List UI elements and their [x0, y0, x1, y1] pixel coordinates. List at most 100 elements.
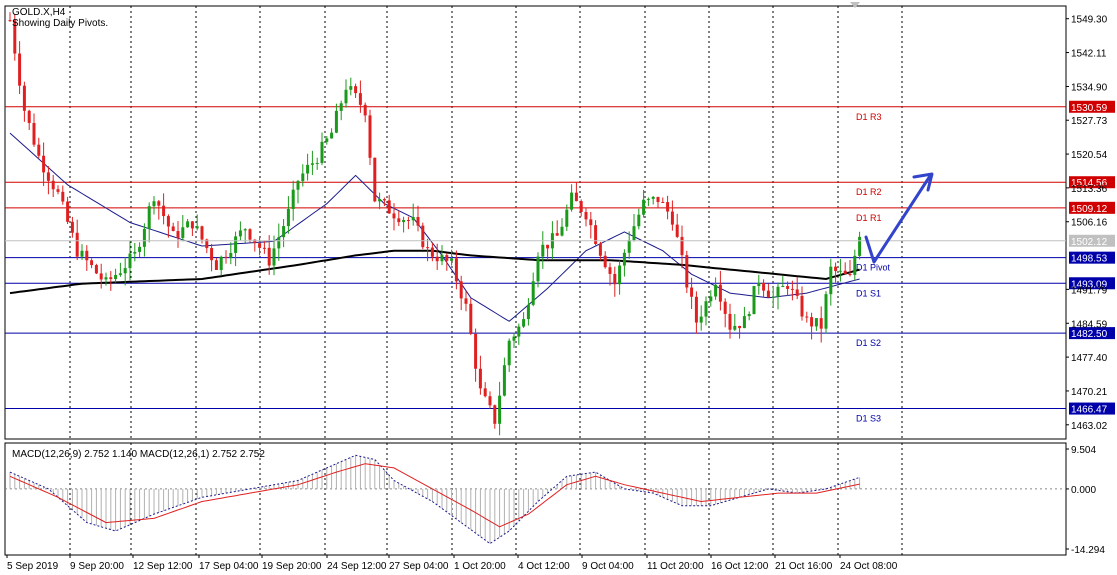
candle-body [90, 260, 94, 266]
candle-body [37, 144, 41, 156]
candle-body [262, 247, 266, 249]
candle-body [805, 316, 809, 318]
candle-body [339, 103, 343, 111]
candle-body [834, 266, 838, 272]
candle-body [373, 157, 377, 202]
candle-body [450, 258, 454, 261]
candle-body [622, 252, 626, 266]
candle-body [186, 221, 190, 228]
pivot-note: Showing Daily Pivots. [12, 18, 108, 29]
candle-body [661, 202, 665, 204]
current-price-label: 1502.12 [1071, 237, 1108, 248]
candle-body [109, 277, 113, 280]
candle-body [469, 303, 473, 334]
scroll-marker-icon[interactable] [850, 2, 860, 8]
candle-body [522, 319, 526, 327]
candle-body [358, 93, 362, 105]
candle-body [325, 138, 329, 142]
candle-body [258, 243, 262, 248]
candle-body [766, 290, 770, 298]
candle-body [771, 296, 775, 298]
time-tick-label: 9 Oct 04:00 [582, 561, 634, 572]
candle-body [709, 296, 713, 302]
pivot-price-tag [1069, 251, 1115, 264]
candle-body [517, 326, 521, 337]
candle-body [598, 243, 602, 256]
candle-body [790, 288, 794, 290]
candle-body [848, 273, 852, 275]
candle-body [368, 115, 372, 158]
candle-body [570, 192, 574, 210]
candle-body [42, 155, 46, 173]
candle-body [637, 214, 641, 227]
candle-body [704, 301, 708, 317]
forecast-arrow-head [912, 172, 934, 192]
candle-body [402, 219, 406, 223]
pivot-name: D1 R3 [856, 112, 882, 122]
candle-body [248, 229, 252, 240]
candle-body [829, 266, 833, 295]
candle-body [229, 252, 233, 258]
candle-body [378, 199, 382, 202]
candle-body [781, 286, 785, 288]
candle-body [334, 110, 338, 133]
candle-body [219, 256, 223, 270]
candle-body [589, 219, 593, 226]
forecast-arrow [864, 172, 934, 264]
candle-body [714, 284, 718, 297]
candle-body [286, 209, 290, 227]
pivot-price-tag [1069, 100, 1115, 113]
pivot-price-tag [1069, 402, 1115, 415]
pivot-name: D1 S2 [856, 338, 881, 348]
pivot-name: D1 R1 [856, 213, 882, 223]
candle-body [147, 206, 151, 229]
price-tick-label: 1506.16 [1071, 218, 1108, 229]
candle-body [464, 298, 468, 304]
axis-labels: 1549.30 1542.11 1534.90 1527.73 1520.54 1513.… [6, 15, 1108, 572]
candle-body [330, 132, 334, 139]
candle-body [459, 281, 463, 299]
candle-body [541, 244, 545, 257]
candle-body [387, 200, 391, 214]
candle-body [166, 216, 170, 227]
candle-body [814, 318, 818, 327]
time-tick-label: 5 Sep 2019 [7, 561, 59, 572]
candle-body [435, 256, 439, 262]
candle-body [546, 244, 550, 249]
pivot-price-tag [1069, 176, 1115, 189]
candle-body [176, 231, 180, 238]
candle-body [224, 256, 228, 258]
price-tick-label: 1463.02 [1071, 421, 1108, 432]
candle-body [138, 246, 142, 252]
candle-body [690, 287, 694, 297]
macd-tick-label: 0.000 [1071, 485, 1096, 496]
macd-tick-label: 9.504 [1071, 445, 1096, 456]
candle-body [32, 123, 36, 145]
candle-body [627, 240, 631, 253]
candle-body [13, 20, 17, 54]
candle-body [253, 239, 257, 244]
candle-body [608, 267, 612, 274]
candle-body [632, 226, 636, 241]
time-tick-label: 12 Sep 12:00 [133, 561, 193, 572]
candle-body [738, 325, 742, 329]
candle-body [354, 86, 358, 94]
pivot-price-label: 1514.56 [1071, 178, 1108, 189]
candle-body [190, 221, 194, 229]
time-tick-label: 11 Oct 20:00 [647, 561, 704, 572]
pivot-price-tag [1069, 327, 1115, 340]
candle-body [728, 313, 732, 330]
time-tick-label: 1 Oct 20:00 [454, 561, 506, 572]
candle-body [142, 228, 146, 247]
macd-tick-label: -14.294 [1071, 545, 1105, 556]
candle-body [214, 260, 218, 270]
candle-body [291, 189, 295, 210]
pivot-name: D1 S3 [856, 414, 881, 424]
price-tick-label: 1542.11 [1071, 49, 1107, 60]
candle-body [819, 318, 823, 329]
candle-body [22, 85, 26, 111]
candle-body [656, 196, 660, 203]
symbol-label: GOLD.X,H4 [12, 7, 66, 18]
candle-body [118, 273, 122, 275]
